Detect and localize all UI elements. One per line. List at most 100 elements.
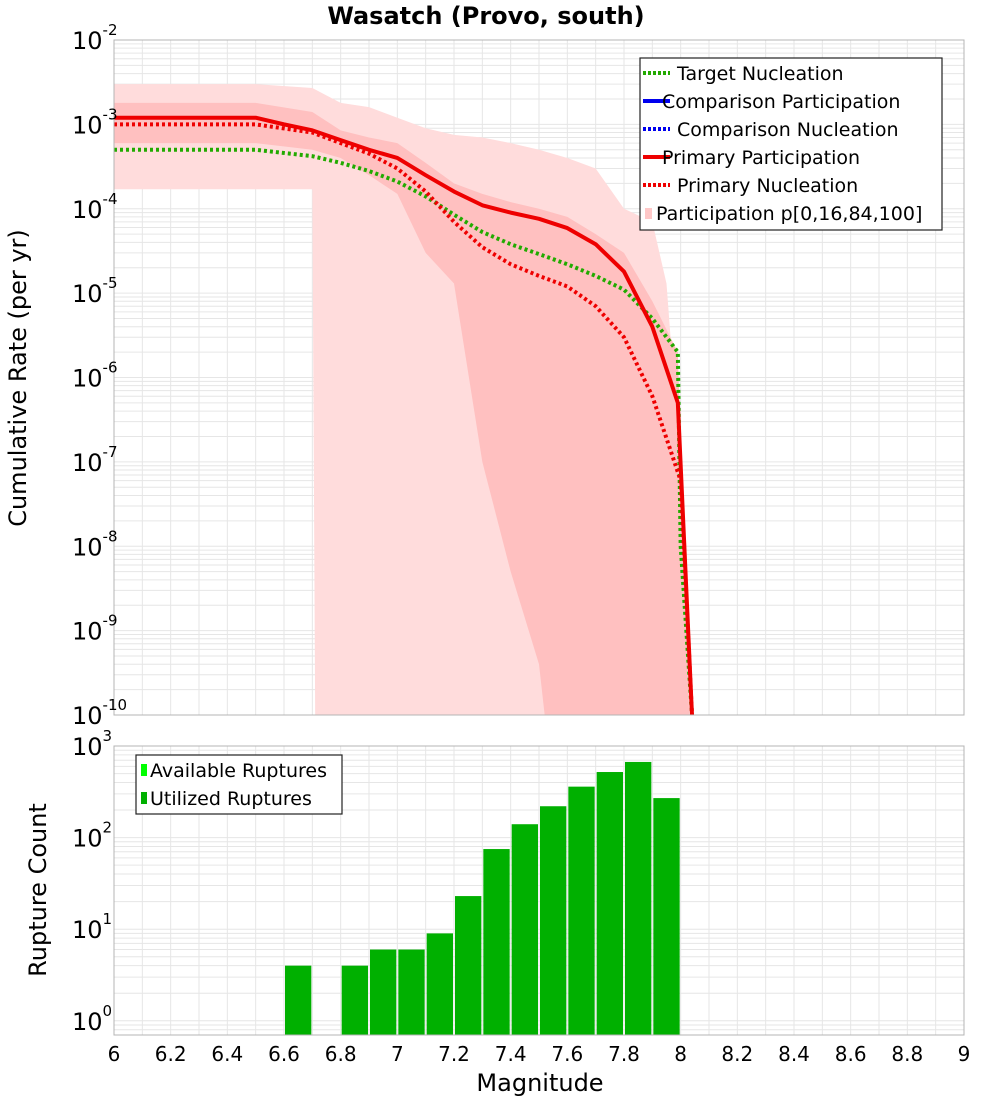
bottom-y-tick-label: 101 [72,910,112,944]
x-tick-label: 6.8 [325,1042,357,1066]
legend-entry-label: Utilized Ruptures [150,788,312,810]
top-plot: 10-210-310-410-510-610-710-810-910-10 Cu… [4,21,965,730]
top-y-tick-label: 10-8 [72,527,118,561]
tick-base: 10 [72,196,103,224]
tick-exponent: -10 [103,696,128,714]
top-y-tick-label: 10-9 [72,612,118,646]
tick-exponent: -4 [103,190,118,208]
legend-entry-label: Comparison Nucleation [677,119,899,141]
rupture-bar [653,798,680,1035]
x-tick-label: 6 [108,1042,121,1066]
x-tick-label: 6.2 [155,1042,187,1066]
series-primary-participation [114,115,694,716]
tick-exponent: -9 [103,612,118,630]
legend-entry-label: Comparison Participation [662,91,900,113]
tick-base: 10 [72,111,103,139]
x-tick-label: 8.6 [835,1042,867,1066]
top-y-tick-label: 10-7 [72,443,118,477]
tick-base: 10 [72,27,103,55]
bottom-y-tick-label: 103 [72,727,112,761]
rupture-bar [398,949,425,1035]
top-bands [114,84,692,716]
top-plot-frame [113,39,965,716]
rupture-bar [285,965,312,1035]
rupture-bar [341,965,368,1035]
legend-entry-label: Primary Nucleation [677,175,858,197]
legend-swatch-bar [141,764,147,776]
x-tick-label: 7.6 [551,1042,583,1066]
top-y-tick-label: 10-3 [72,105,118,139]
x-tick-label: 6.6 [268,1042,300,1066]
tick-exponent: -3 [103,105,118,123]
top-series [114,115,694,716]
rupture-bar [426,933,453,1035]
top-y-tick-label: 10-4 [72,190,118,224]
rupture-bar [625,761,652,1035]
legend-swatch-band [645,208,652,219]
rupture-bar [483,849,510,1035]
tick-base: 10 [72,916,103,944]
rupture-bar [596,772,623,1035]
legend-entry-label: Available Ruptures [150,760,327,782]
x-axis-label: Magnitude [476,1069,603,1097]
bottom-plot-frame [113,745,965,1036]
x-tick-label: 8.8 [891,1042,923,1066]
rupture-bar [568,786,595,1035]
x-tick-label: 7.8 [608,1042,640,1066]
bottom-y-tick-label: 102 [72,819,112,853]
tick-base: 10 [72,702,103,730]
tick-base: 10 [72,365,103,393]
x-tick-label: 7 [391,1042,404,1066]
rupture-bar [540,806,567,1035]
series-target-nucleation [114,147,694,716]
tick-base: 10 [72,280,103,308]
bottom-bars [285,761,680,1035]
rupture-bar [370,949,397,1035]
tick-base: 10 [72,618,103,646]
top-legend: Target Nucleation Comparison Participatio… [639,57,943,231]
legend-entry-label: Participation p[0,16,84,100] [656,203,922,225]
x-tick-label: 8.4 [778,1042,810,1066]
x-tick-label: 8 [674,1042,687,1066]
tick-base: 10 [72,533,103,561]
top-y-tick-label: 10-2 [72,21,118,55]
bottom-legend-box [135,754,343,815]
page-title: Wasatch (Provo, south) [327,2,644,30]
tick-base: 10 [72,733,103,761]
top-y-ticks: 10-210-310-410-510-610-710-810-910-10 [72,21,127,730]
bottom-x-ticks: 6 6.2 6.4 6.6 6.8 7 7.2 7.4 7.6 7.8 8 8.2 8.4 8.6 8.8 9 [108,1042,971,1066]
tick-exponent: -7 [103,443,118,461]
rupture-bar [455,896,482,1035]
rupture-bar [511,824,538,1035]
top-y-tick-label: 10-6 [72,359,118,393]
tick-exponent: 2 [103,819,113,837]
band-p16-p84 [114,102,690,716]
top-y-axis-label: Cumulative Rate (per yr) [4,229,32,527]
bottom-legend: Available Ruptures Utilized Ruptures [135,754,343,815]
x-tick-label: 7.2 [438,1042,470,1066]
tick-exponent: 0 [103,1002,113,1020]
top-y-tick-label: 10-5 [72,274,118,308]
legend-entry-label: Primary Participation [662,147,860,169]
bottom-y-tick-label: 100 [72,1002,112,1036]
x-tick-label: 6.4 [211,1042,243,1066]
tick-exponent: 3 [103,727,113,745]
top-legend-box [639,57,943,231]
tick-base: 10 [72,1008,103,1036]
x-tick-label: 8.2 [721,1042,753,1066]
legend-swatch-bar [141,792,147,804]
tick-base: 10 [72,825,103,853]
tick-exponent: -8 [103,527,118,545]
top-y-tick-label: 10-10 [72,696,127,730]
bottom-y-axis-label: Rupture Count [24,803,52,977]
tick-exponent: -2 [103,21,118,39]
x-tick-label: 9 [958,1042,971,1066]
x-tick-label: 7.4 [495,1042,527,1066]
tick-base: 10 [72,449,103,477]
legend-entry-label: Target Nucleation [676,63,844,85]
tick-exponent: 1 [103,910,113,928]
tick-exponent: -6 [103,359,118,377]
